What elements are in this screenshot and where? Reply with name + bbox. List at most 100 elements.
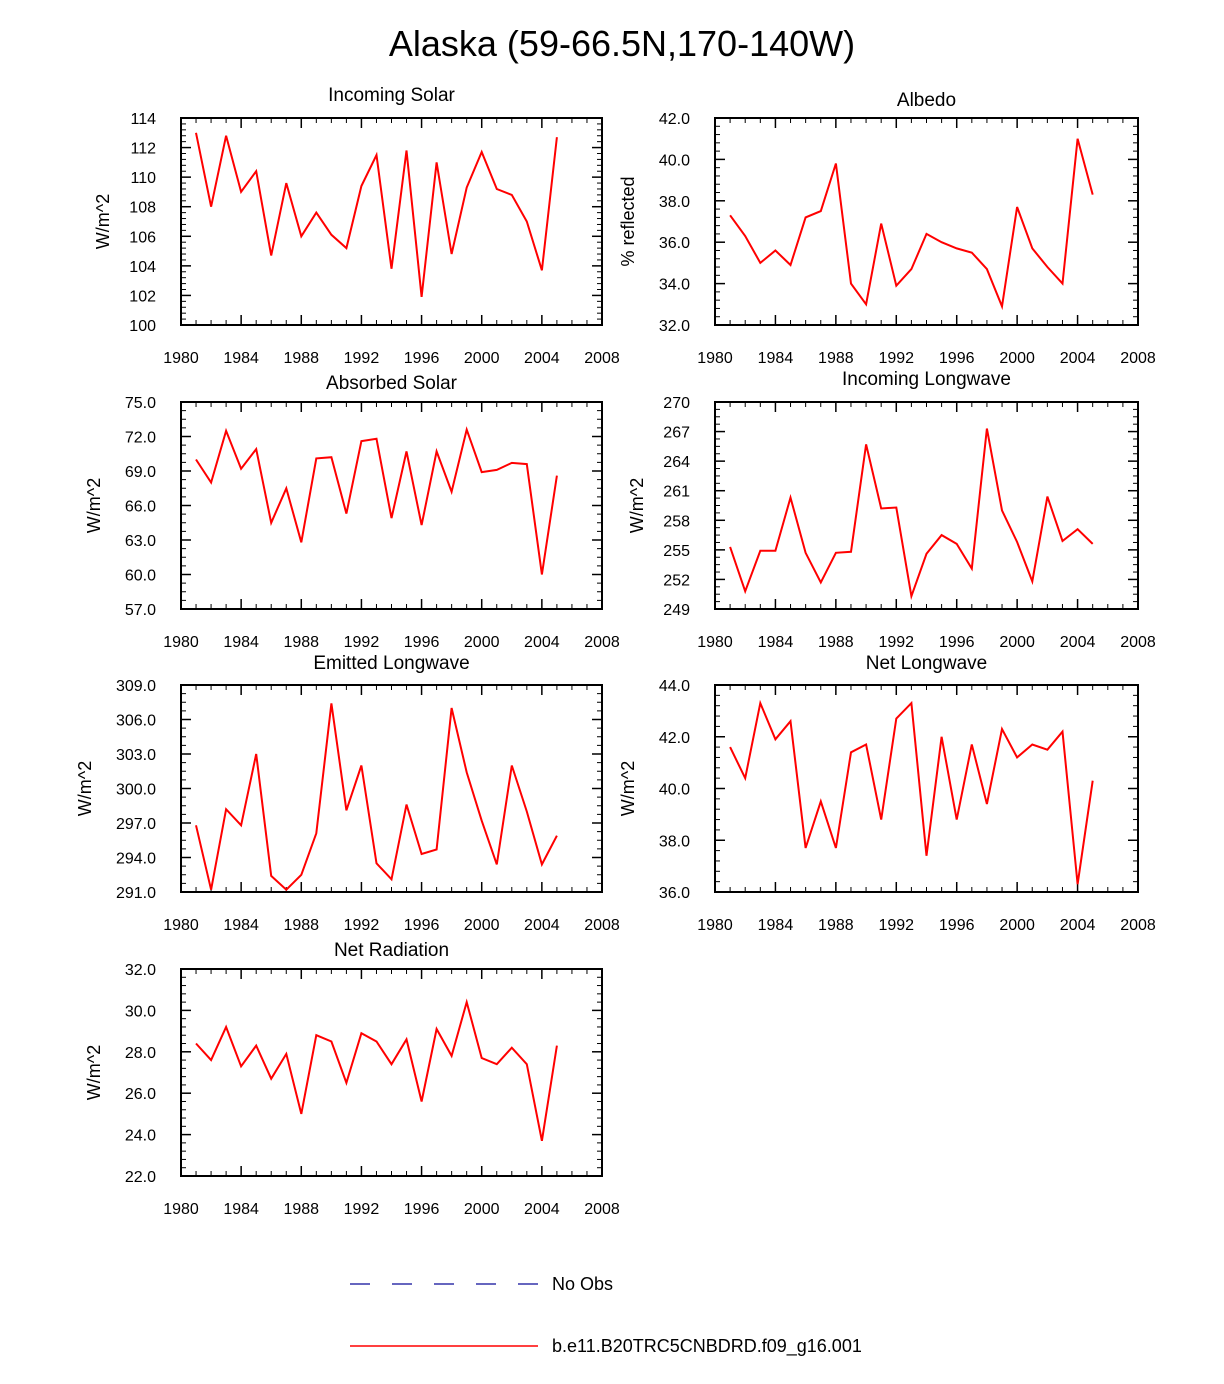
x-tick-label: 1988 bbox=[283, 634, 319, 651]
panel-albedo: Albedo 1980 1984 1988 1992 1996 2000 2004 2008 32… bbox=[618, 90, 1156, 367]
y-tick-label: 102 bbox=[129, 288, 156, 305]
series-line-albedo bbox=[729, 138, 1094, 311]
x-tick-label: 2004 bbox=[524, 350, 560, 367]
y-tick-label: 44.0 bbox=[659, 678, 690, 695]
series-line-incoming-solar bbox=[195, 132, 558, 298]
y-tick-label: 112 bbox=[130, 141, 156, 158]
panel-title: Albedo bbox=[897, 90, 956, 111]
legend-label: b.e11.B20TRC5CNBDRD.f09_g16.001 bbox=[552, 1336, 862, 1357]
y-tick-label: 104 bbox=[129, 259, 156, 276]
x-tick-label: 2000 bbox=[999, 634, 1035, 651]
y-axis-label: W/m^2 bbox=[618, 761, 638, 816]
x-tick-label: 1992 bbox=[878, 634, 914, 651]
panel-title: Absorbed Solar bbox=[326, 373, 458, 394]
plot-frame bbox=[714, 401, 1139, 610]
y-tick-label: 258 bbox=[663, 513, 690, 530]
y-tick-label: 26.0 bbox=[125, 1086, 156, 1103]
y-tick-label: 270 bbox=[663, 395, 690, 412]
x-tick-label: 2008 bbox=[584, 917, 620, 934]
x-tick-label: 1992 bbox=[344, 1201, 380, 1218]
x-tick-label: 2004 bbox=[1060, 350, 1096, 367]
plot-frame bbox=[180, 968, 603, 1177]
x-tick-label: 2000 bbox=[464, 1201, 500, 1218]
y-tick-label: 309.0 bbox=[116, 678, 156, 695]
x-tick-label: 1980 bbox=[697, 634, 733, 651]
x-tick-label: 1996 bbox=[404, 350, 440, 367]
y-tick-label: 63.0 bbox=[125, 533, 156, 550]
x-tick-label: 1984 bbox=[758, 634, 794, 651]
panel-incoming-solar: Incoming Solar 1980 1984 1988 1992 1996 2000 20… bbox=[93, 85, 620, 367]
x-tick-label: 1992 bbox=[878, 917, 914, 934]
panel-incoming-longwave: Incoming Longwave 1980 1984 1988 1992 1996 200… bbox=[627, 369, 1156, 651]
x-tick-label: 1980 bbox=[163, 350, 199, 367]
x-tick-label: 1992 bbox=[344, 634, 380, 651]
y-tick-label: 108 bbox=[129, 200, 156, 217]
y-axis-label: W/m^2 bbox=[93, 194, 113, 249]
y-axis-label: W/m^2 bbox=[75, 761, 95, 816]
x-tick-label: 1996 bbox=[939, 917, 975, 934]
y-tick-label: 40.0 bbox=[659, 782, 690, 799]
series-line-absorbed-solar bbox=[195, 426, 558, 575]
legend-item-model: b.e11.B20TRC5CNBDRD.f09_g16.001 bbox=[350, 1336, 862, 1357]
x-tick-label: 2000 bbox=[999, 917, 1035, 934]
x-tick-label: 2000 bbox=[464, 634, 500, 651]
x-tick-label: 1996 bbox=[939, 350, 975, 367]
plot-frame bbox=[180, 684, 603, 893]
panel-title: Net Radiation bbox=[334, 940, 449, 961]
x-tick-label: 1988 bbox=[818, 917, 854, 934]
x-tick-label: 1984 bbox=[223, 634, 259, 651]
y-tick-label: 38.0 bbox=[659, 194, 690, 211]
y-tick-label: 72.0 bbox=[125, 430, 156, 447]
legend-label: No Obs bbox=[552, 1274, 613, 1294]
x-tick-label: 1988 bbox=[818, 634, 854, 651]
x-tick-label: 2004 bbox=[1060, 634, 1096, 651]
x-tick-label: 1988 bbox=[283, 917, 319, 934]
x-tick-label: 2008 bbox=[1120, 917, 1156, 934]
series-line-emitted-longwave bbox=[195, 703, 558, 892]
y-tick-label: 42.0 bbox=[659, 111, 690, 128]
y-tick-label: 32.0 bbox=[125, 962, 156, 979]
x-tick-label: 2004 bbox=[524, 1201, 560, 1218]
x-tick-label: 1980 bbox=[697, 350, 733, 367]
x-tick-label: 1996 bbox=[404, 634, 440, 651]
panel-net-radiation: Net Radiation 1980 1984 1988 1992 1996 2000 200… bbox=[84, 940, 620, 1218]
y-tick-label: 303.0 bbox=[116, 747, 156, 764]
y-tick-label: 264 bbox=[663, 454, 690, 471]
y-tick-label: 38.0 bbox=[659, 833, 690, 850]
x-tick-label: 2008 bbox=[1120, 350, 1156, 367]
y-axis-label: W/m^2 bbox=[84, 1045, 104, 1100]
y-tick-label: 57.0 bbox=[125, 602, 156, 619]
x-tick-label: 2000 bbox=[464, 917, 500, 934]
x-tick-label: 1980 bbox=[697, 917, 733, 934]
panel-absorbed-solar: Absorbed Solar 1980 1984 1988 1992 1996 2000 20… bbox=[84, 373, 620, 651]
y-tick-label: 306.0 bbox=[116, 713, 156, 730]
y-tick-label: 66.0 bbox=[125, 499, 156, 516]
series-line-net-longwave bbox=[729, 699, 1094, 885]
x-tick-label: 1988 bbox=[283, 350, 319, 367]
y-tick-label: 75.0 bbox=[125, 395, 156, 412]
x-tick-label: 2008 bbox=[1120, 634, 1156, 651]
y-axis-label: W/m^2 bbox=[627, 478, 647, 533]
x-tick-label: 2004 bbox=[524, 917, 560, 934]
x-tick-label: 1984 bbox=[223, 350, 259, 367]
y-tick-label: 300.0 bbox=[116, 782, 156, 799]
y-tick-label: 24.0 bbox=[125, 1128, 156, 1145]
x-tick-label: 1984 bbox=[758, 350, 794, 367]
y-tick-label: 261 bbox=[663, 484, 690, 501]
x-tick-label: 1984 bbox=[223, 917, 259, 934]
y-tick-label: 34.0 bbox=[659, 277, 690, 294]
plot-frame bbox=[180, 117, 603, 326]
y-tick-label: 36.0 bbox=[659, 885, 690, 902]
panel-emitted-longwave: Emitted Longwave 1980 1984 1988 1992 1996 2000… bbox=[75, 653, 620, 934]
y-tick-label: 249 bbox=[663, 602, 690, 619]
y-tick-label: 28.0 bbox=[125, 1045, 156, 1062]
x-tick-label: 1980 bbox=[163, 634, 199, 651]
x-tick-label: 1992 bbox=[344, 917, 380, 934]
y-tick-label: 114 bbox=[130, 111, 156, 128]
x-tick-label: 1996 bbox=[404, 1201, 440, 1218]
x-tick-label: 1988 bbox=[283, 1201, 319, 1218]
y-tick-label: 100 bbox=[129, 318, 156, 335]
x-tick-label: 2008 bbox=[584, 350, 620, 367]
panel-title: Emitted Longwave bbox=[313, 653, 469, 674]
series-line-incoming-longwave bbox=[729, 428, 1094, 601]
